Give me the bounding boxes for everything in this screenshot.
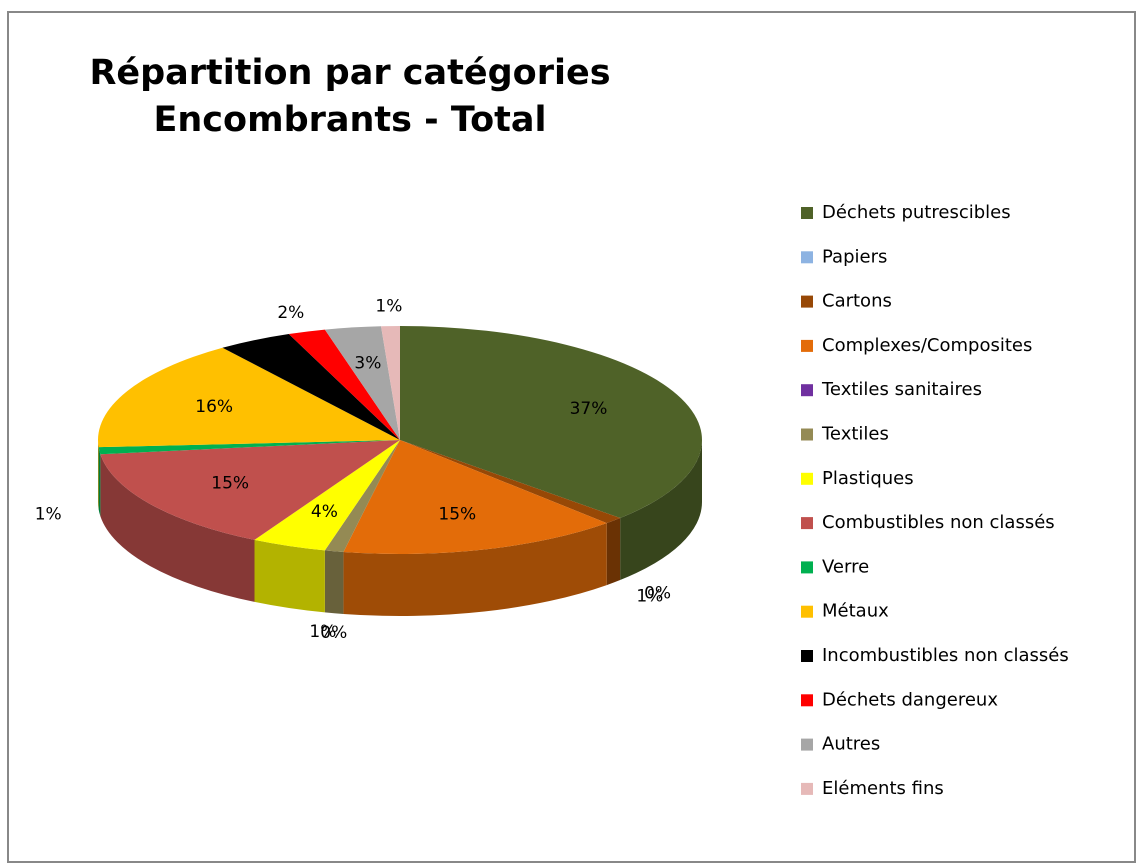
slice-side bbox=[620, 440, 702, 581]
legend-label: Déchets putrescibles bbox=[822, 202, 1011, 223]
legend-label: Incombustibles non classés bbox=[822, 645, 1069, 666]
slice bbox=[343, 440, 607, 555]
data-label: 37% bbox=[570, 399, 608, 419]
slice bbox=[400, 440, 621, 524]
slice-side bbox=[324, 550, 344, 614]
legend-swatch bbox=[801, 694, 813, 707]
slice-side bbox=[606, 518, 621, 586]
chart-title: Répartition par catégories bbox=[89, 53, 610, 93]
legend-swatch bbox=[801, 561, 813, 574]
legend-swatch bbox=[801, 517, 813, 530]
data-label: 2% bbox=[277, 303, 304, 323]
legend-swatch bbox=[801, 251, 813, 264]
slice-side bbox=[254, 539, 325, 613]
slice bbox=[98, 347, 400, 448]
data-label: 4% bbox=[288, 362, 315, 382]
data-label: 0% bbox=[644, 583, 671, 603]
legend-label: Eléments fins bbox=[822, 778, 944, 799]
legend-swatch bbox=[801, 605, 813, 618]
legend-swatch bbox=[801, 472, 813, 485]
legend-label: Papiers bbox=[822, 246, 887, 267]
slice-side bbox=[343, 523, 607, 616]
slice bbox=[254, 440, 400, 551]
legend-swatch bbox=[801, 428, 813, 441]
legend-label: Textiles sanitaires bbox=[821, 379, 982, 400]
slice bbox=[288, 329, 400, 440]
slice-side bbox=[100, 454, 255, 602]
slice bbox=[222, 334, 400, 440]
data-label: 0% bbox=[320, 623, 347, 643]
data-label: 16% bbox=[195, 397, 233, 417]
data-label: 3% bbox=[354, 353, 381, 373]
legend-label: Verre bbox=[822, 556, 869, 577]
chart-title: Encombrants - Total bbox=[153, 100, 546, 140]
legend-label: Cartons bbox=[822, 291, 892, 312]
slice bbox=[381, 326, 400, 440]
legend-label: Combustibles non classés bbox=[822, 512, 1055, 533]
legend-label: Autres bbox=[822, 734, 880, 755]
data-label: 1% bbox=[309, 622, 336, 642]
data-label: 15% bbox=[211, 474, 249, 494]
data-label: 1% bbox=[375, 297, 402, 317]
slice bbox=[324, 440, 400, 552]
data-label: 15% bbox=[438, 504, 476, 524]
slice bbox=[100, 440, 401, 540]
legend-swatch bbox=[801, 339, 813, 352]
data-label: 4% bbox=[311, 502, 338, 522]
legend-swatch bbox=[801, 295, 813, 308]
legend-swatch bbox=[801, 384, 813, 397]
data-label: 1% bbox=[636, 586, 663, 606]
legend-swatch bbox=[801, 207, 813, 219]
slice bbox=[324, 326, 400, 440]
legend-swatch bbox=[801, 650, 813, 662]
slice-side bbox=[98, 447, 101, 517]
legend-swatch bbox=[801, 738, 813, 751]
slice bbox=[400, 326, 703, 519]
legend-label: Textiles bbox=[821, 424, 889, 445]
slice bbox=[98, 440, 401, 455]
legend-label: Complexes/Composites bbox=[822, 335, 1032, 356]
slice-side bbox=[98, 440, 99, 510]
legend-swatch bbox=[801, 782, 813, 795]
data-label: 1% bbox=[35, 505, 62, 525]
legend-label: Plastiques bbox=[822, 468, 914, 489]
legend-label: Métaux bbox=[822, 601, 889, 622]
legend-label: Déchets dangereux bbox=[822, 689, 998, 710]
